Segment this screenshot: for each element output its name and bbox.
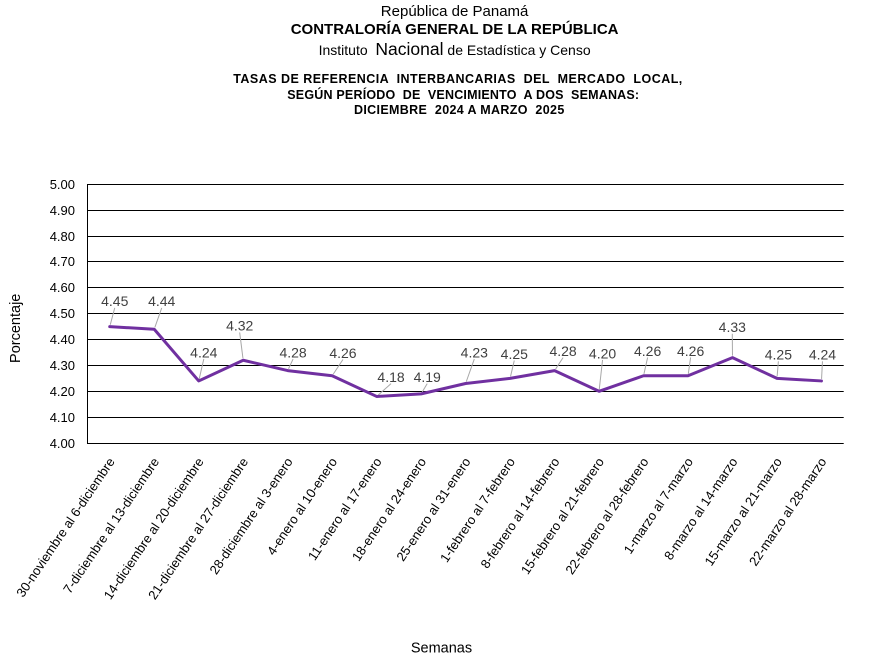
data-label-leader-line [239,332,244,359]
data-label-leader-line [510,360,515,377]
series-line [108,325,823,398]
y-tick-label: 4.70 [50,254,75,269]
x-tick-label: 22-febrero al 28-febrero [562,455,651,577]
data-label-leader-line [109,307,116,325]
data-label: 4.33 [719,319,746,335]
data-label-leader-line [288,358,294,369]
x-tick-label: 22-marzo al 28-marzo [746,455,830,569]
data-label-leader-line [776,361,779,377]
y-tick-label: 4.10 [50,410,75,425]
data-label: 4.26 [634,343,661,359]
chart-title-line-1: TASAS DE REFERENCIA INTERBANCARIAS DEL M… [233,72,683,87]
data-label-leader-line [421,383,428,393]
data-label-leader-line [198,358,205,380]
institute-subtitle: Instituto Nacional de Estadística y Cens… [33,38,877,60]
data-label-leader-line [465,358,475,382]
data-label: 4.45 [101,293,128,309]
y-axis-title: Porcentaje [8,294,24,363]
x-tick-label: 8-febrero al 14-febrero [477,455,562,571]
data-label-leader-line [598,359,604,390]
report-header: República de Panamá CONTRALORÍA GENERAL … [35,0,879,118]
data-label: 4.28 [549,343,576,359]
y-tick-label: 4.50 [50,306,75,321]
x-tick-label: 15-marzo al 21-marzo [701,455,785,569]
institute-subtitle-emph: Nacional [375,38,444,59]
x-tick-label: 15-febrero al 21-febrero [518,455,607,577]
data-label-leader-line [154,307,163,328]
data-label: 4.25 [501,346,528,362]
x-axis-title: Semanas [411,641,472,657]
y-tick-label: 4.00 [50,436,75,451]
institute-subtitle-post: de Estadística y Censo [443,41,591,58]
data-label-leader-line [332,359,344,375]
institute-subtitle-pre: Instituto [318,41,376,58]
data-label: 4.24 [190,344,217,360]
data-label: 4.28 [279,344,306,360]
data-label-leader-line [821,361,823,379]
chart-title: TASAS DE REFERENCIA INTERBANCARIAS DEL M… [35,72,879,118]
y-tick-label: 4.20 [50,384,75,399]
y-tick-label: 4.60 [50,280,75,295]
y-tick-label: 5.00 [50,177,75,192]
data-label-leader-line [377,383,392,396]
data-label: 4.23 [461,344,488,360]
data-label: 4.24 [809,347,836,363]
data-label-leader-line [687,357,692,374]
y-tick-label: 4.80 [50,229,75,244]
data-label-leader-line [643,357,649,374]
country-title: República de Panamá [380,2,529,20]
y-tick-label: 4.90 [50,203,75,218]
data-label: 4.19 [414,369,441,385]
data-label: 4.26 [329,345,356,361]
data-label: 4.18 [377,369,404,385]
y-tick-label: 4.30 [50,358,75,373]
x-tick-label: 28-diciembre al 3-enero [206,455,295,577]
data-label: 4.26 [677,343,704,359]
chart-title-line-3: DICIEMBRE 2024 A MARZO 2025 [353,102,565,117]
chart-title-line-2: SEGÚN PERÍODO DE VENCIMIENTO A DOS SEMAN… [287,87,640,102]
institution-title: CONTRALORÍA GENERAL DE LA REPÚBLICA [290,21,619,38]
data-label: 4.32 [226,318,253,334]
y-tick-label: 4.40 [50,332,75,347]
data-label-leader-line [555,357,564,370]
data-label: 4.25 [765,347,792,363]
data-label: 4.20 [589,345,616,361]
data-label: 4.44 [148,293,175,309]
